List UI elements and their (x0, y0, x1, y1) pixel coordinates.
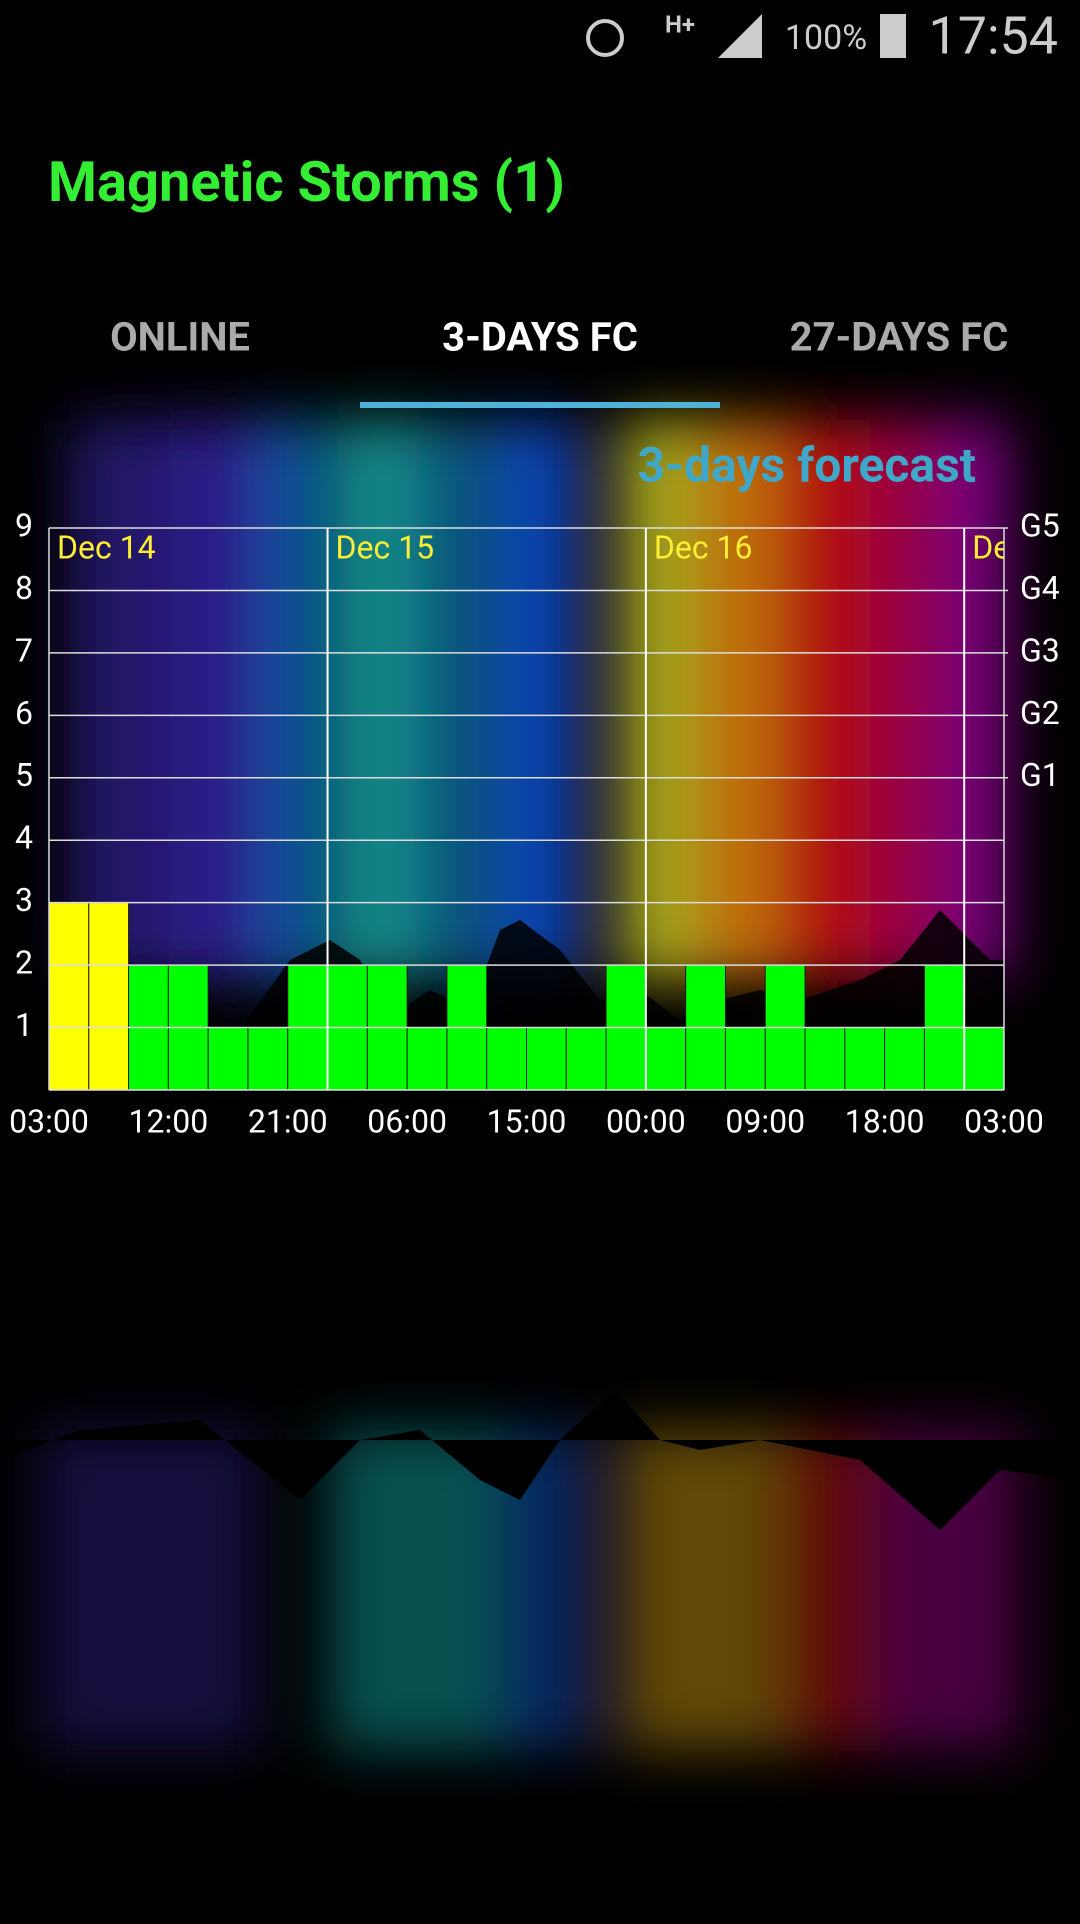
y-tick-label: 1 (15, 1006, 33, 1044)
tab[interactable]: ONLINE (110, 314, 250, 361)
tab-bar: ONLINE 3-DAYS FC 27-DAYS FC (110, 314, 1008, 408)
bar (645, 1027, 687, 1091)
bar (963, 1027, 1005, 1091)
day-label: Dec 15 (336, 528, 435, 566)
y-tick-label: 5 (15, 756, 33, 794)
bar (406, 1027, 448, 1091)
day-label: Dec 16 (654, 528, 753, 566)
x-tick-label: 06:00 (367, 1102, 447, 1140)
bar (884, 1027, 925, 1091)
x-tick-label: 12:00 (129, 1102, 209, 1140)
chart: 03:00 12:00 21:00 06:00 15:00 00:00 09:00 18:00… (9, 506, 1060, 1140)
app-title: Magnetic Storms (1) (48, 149, 565, 215)
x-tick-label: 03:00 (9, 1102, 89, 1140)
bar (486, 1027, 528, 1091)
alarm-icon (586, 19, 624, 57)
bar (88, 902, 130, 1091)
y2-tick-label: G1 (1020, 756, 1060, 794)
y-tick-label: 4 (15, 819, 33, 857)
chart-title: 3-days forecast (638, 437, 976, 494)
bar (247, 1027, 289, 1091)
bar (526, 1027, 567, 1091)
x-tick-label: 00:00 (606, 1102, 686, 1140)
tab-indicator (360, 402, 720, 408)
bar (724, 1027, 766, 1091)
y-tick-label: 6 (15, 694, 33, 732)
aurora (70, 420, 1010, 980)
y2-tick-label: G4 (1020, 569, 1060, 607)
network-type: H+ (665, 10, 695, 38)
y2-tick-label: G5 (1020, 506, 1060, 544)
battery-icon (880, 14, 906, 58)
bar (207, 1027, 249, 1091)
x-tick-label: 09:00 (725, 1102, 805, 1140)
bar (48, 902, 90, 1091)
x-tick-label: 03:00 (964, 1102, 1044, 1140)
battery-level: 100% (785, 18, 867, 58)
tab[interactable]: 3-DAYS FC (442, 314, 638, 361)
signal-icon (718, 14, 762, 58)
y-tick-label: 8 (15, 569, 33, 607)
y-tick-label: 9 (15, 506, 33, 544)
status-bar: H+ 100% 17:54 (586, 6, 1059, 67)
y-tick-label: 3 (15, 881, 33, 919)
y2-tick-label: G3 (1020, 631, 1060, 669)
y2-tick-label: G2 (1020, 694, 1060, 732)
day-label: De (972, 528, 1010, 566)
x-tick-label: 18:00 (845, 1102, 925, 1140)
day-label: Dec 14 (57, 528, 156, 566)
y-tick-label: 2 (15, 944, 33, 982)
hills-reflection (0, 1390, 1080, 1530)
bar (565, 1027, 607, 1091)
bar (844, 1027, 886, 1091)
clock: 17:54 (929, 6, 1059, 67)
bar (804, 1027, 846, 1091)
aurora-reflection (40, 1430, 1020, 1750)
y-tick-label: 7 (15, 631, 33, 669)
tab[interactable]: 27-DAYS FC (790, 314, 1009, 361)
x-tick-label: 15:00 (487, 1102, 567, 1140)
x-tick-label: 21:00 (248, 1102, 328, 1140)
